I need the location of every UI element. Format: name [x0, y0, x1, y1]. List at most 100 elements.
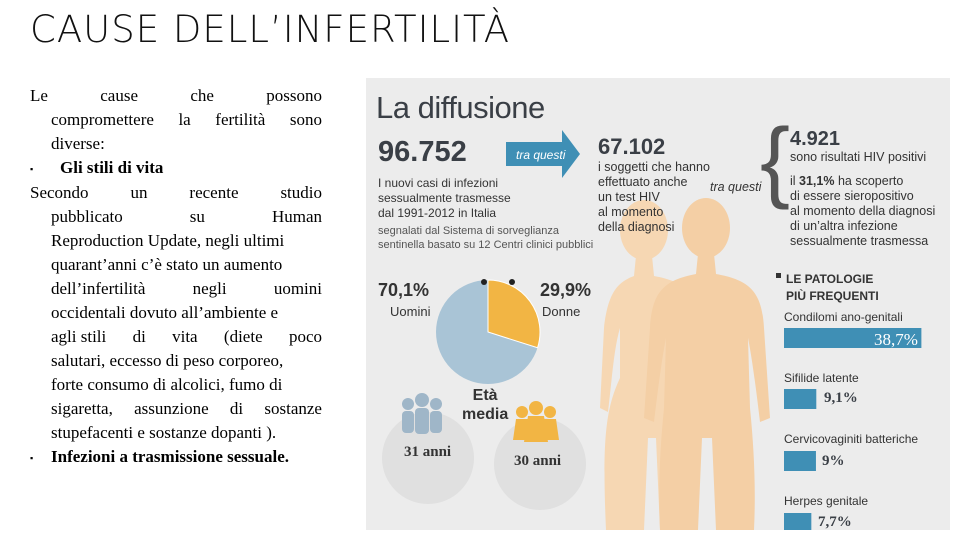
desc-line: dal 1991-2012 in Italia [378, 206, 497, 220]
text-line: agli stili di vita (diete poco [30, 325, 322, 349]
desc-line: I nuovi casi di infezioni [378, 176, 499, 190]
hiv-positive-desc: sono risultati HIV positivi [790, 150, 927, 164]
text-line: dell’infertilità negli uomini [30, 277, 322, 301]
arrow-label-2: tra questi [710, 180, 762, 194]
desc-line: al momento [598, 205, 664, 219]
bullet-icon: ▪ [30, 164, 34, 175]
word: compromettere [51, 110, 154, 129]
bullet-text: Gli stili di vita [60, 158, 164, 177]
word: assunzione [134, 399, 209, 419]
word: sostanze [264, 399, 322, 419]
pie-slice-women [487, 279, 541, 349]
patho-title-line: PIÙ FREQUENTI [786, 289, 879, 303]
desc-fragment: ha scoperto [834, 174, 904, 188]
text-line: diverse: [51, 134, 105, 153]
word: studio [280, 183, 322, 203]
slide-title: CAUSE DELL’INFERTILITÀ [30, 8, 511, 51]
text-line: pubblicato su Human [30, 205, 322, 229]
word: possono [266, 86, 322, 105]
word: agli stili [51, 327, 107, 347]
infographic-image: La diffusione 96.752 I nuovi casi di inf… [366, 78, 950, 530]
word: su [189, 207, 205, 227]
infographic-heading: La diffusione [376, 90, 545, 125]
body-text: Le cause che possono compromettere la fertili… [30, 84, 322, 470]
patho-title-line: LE PATOLOGIE [786, 272, 874, 286]
word: Secondo [30, 183, 89, 203]
word: Human [271, 207, 322, 227]
word: fertilità [215, 110, 266, 129]
pathology-name: Herpes genitale [784, 494, 869, 508]
pathology-name: Condilomi ano-genitali [784, 310, 903, 324]
women-group-icon [513, 401, 559, 442]
desc-line: di essere sieropositivo [790, 189, 914, 203]
desc-line: sessualmente trasmesse [378, 191, 511, 205]
word: poco [288, 327, 322, 347]
pathology-bars [784, 328, 922, 530]
text-line: Le cause che possono [30, 84, 322, 108]
word: cause [100, 86, 139, 105]
pathology-bar [784, 451, 816, 471]
word: recente [189, 183, 239, 203]
pathology-bar [784, 513, 812, 530]
desc-line: effettuato anche [598, 175, 688, 189]
desc-fragment: il [790, 174, 800, 188]
desc-line: al momento della diagnosi [790, 204, 936, 218]
desc-line: il 31,1% ha scoperto [790, 174, 935, 189]
arrow-label-1: tra questi [516, 148, 566, 162]
pathology-value: 38,7% [874, 330, 918, 349]
desc-line: di un’altra infezione [790, 219, 898, 233]
source-note: segnalati dal Sistema di sorveglianza se… [378, 224, 593, 252]
word: negli [192, 279, 227, 299]
new-cases-number: 96.752 [378, 136, 467, 168]
word: sigaretta, [51, 399, 113, 419]
men-average-age: 31 anni [404, 444, 452, 460]
pathology-bar [784, 328, 922, 348]
hiv-tested-desc: i soggetti che hanno effettuato anche un… [598, 160, 710, 235]
desc-line: i soggetti che hanno [598, 160, 710, 174]
hiv-positive-number: 4.921 [790, 128, 841, 150]
hiv-discovery-desc: il 31,1% ha scoperto di essere sieroposi… [790, 174, 935, 249]
women-label: Donne [542, 304, 581, 319]
men-group-icon [402, 393, 442, 434]
word: la [178, 110, 191, 129]
word: di [132, 327, 146, 347]
text-line: compromettere la fertilità sono [30, 108, 322, 132]
brace-icon: { [760, 111, 791, 211]
word: uomini [273, 279, 322, 299]
age-title-line: Età [472, 387, 498, 404]
pathology-name: Sifilide latente [784, 371, 859, 385]
text-line: salutari, eccesso di peso corporeo, [51, 351, 284, 371]
word: di [229, 399, 244, 419]
men-label: Uomini [390, 304, 431, 319]
pathologies-title: LE PATOLOGIE PIÙ FREQUENTI [786, 271, 879, 305]
word: un [130, 183, 148, 203]
women-percent: 29,9% [540, 280, 592, 300]
desc-line: un test HIV [598, 190, 660, 204]
text-line: sigaretta, assunzione di sostanze [30, 397, 322, 421]
word: Le [30, 86, 48, 105]
men-age-circle [382, 412, 474, 504]
new-cases-desc: I nuovi casi di infezioni sessualmente t… [378, 176, 511, 221]
text-line: Reproduction Update, negli ultimi [51, 231, 285, 251]
text-line: occidentali dovuto all’ambiente e [51, 303, 279, 323]
bullet-icon: ▪ [30, 453, 34, 464]
bullet-text: Infezioni a trasmissione sessuale. [51, 447, 289, 467]
gender-pie-chart [436, 279, 541, 384]
desc-line: della diagnosi [598, 220, 675, 234]
average-age-title: Età media [462, 386, 508, 424]
bullet-item-infections: ▪ Infezioni a trasmissione sessuale. [30, 445, 322, 470]
word: pubblicato [51, 207, 123, 227]
text-line: quarant’anni c’è stato un aumento [51, 255, 283, 275]
word: che [190, 86, 214, 105]
word: (diete [223, 327, 263, 347]
word: vita [172, 327, 198, 347]
text-line: forte consumo di alcolici, fumo di [51, 375, 283, 395]
pathology-value: 7,7% [818, 514, 852, 530]
text-line: stupefacenti e sostanze dopanti ). [51, 423, 277, 443]
word: sono [289, 110, 322, 129]
source-line: segnalati dal Sistema di sorveglianza [378, 225, 559, 237]
age-title-line: media [462, 406, 509, 423]
desc-line: sessualmente trasmessa [790, 234, 929, 248]
women-age-circle [494, 418, 586, 510]
men-percent: 70,1% [378, 280, 430, 300]
